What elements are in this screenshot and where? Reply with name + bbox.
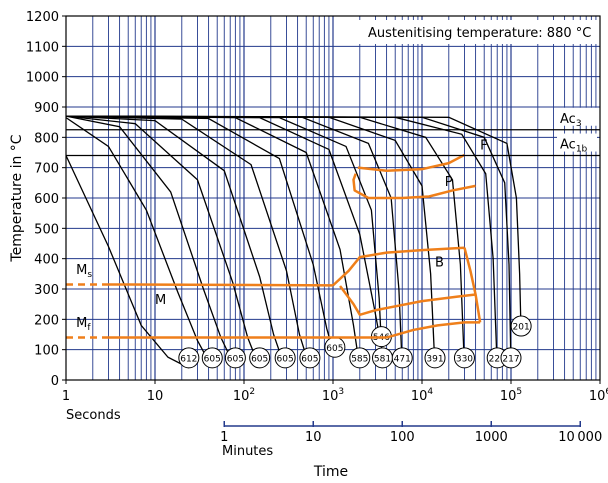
chart-labels: Ac3 Ac1b F P B M Ms Mf (66, 107, 600, 333)
hardness-circle (201, 347, 223, 369)
lower-bainite (386, 321, 481, 339)
cooling-curve (65, 115, 466, 368)
y-axis-label: Temperature in °C (9, 134, 25, 262)
x-tick-label: 1 (62, 389, 70, 404)
cooling-curve (65, 155, 190, 369)
x-axis-label: Time (313, 464, 348, 480)
cooling-curve (65, 115, 236, 369)
y-tick-label: 500 (34, 222, 59, 237)
ms-line (108, 283, 334, 287)
cooling-curve (65, 115, 361, 368)
cooling-curve (65, 115, 512, 368)
phase-label: B (435, 255, 444, 270)
phase-label: M (155, 293, 166, 308)
phase-label: F (480, 138, 487, 153)
hardness-value: 585 (351, 354, 368, 364)
x-tick-label: 103 (322, 387, 344, 404)
y-tick-label: 0 (51, 374, 59, 389)
y-tick-label: 400 (34, 253, 59, 268)
cooling-curve (65, 115, 311, 369)
transformation-lines (66, 153, 482, 339)
minutes-tick-label: 1000 (475, 430, 508, 445)
hardness-circle (249, 347, 271, 369)
minutes-tick-label: 1 (220, 430, 228, 445)
hardness-circle (510, 315, 532, 337)
x-unit-label-minutes: Minutes (222, 444, 273, 459)
x-tick-label: 10 (147, 389, 164, 404)
hardness-value: 605 (301, 354, 318, 364)
hardness-value: 391 (426, 354, 443, 364)
hardness-circle (500, 347, 522, 369)
y-tick-label: 1100 (26, 40, 59, 55)
reference-label-bg (557, 133, 597, 152)
grid (66, 16, 600, 380)
x-tick-label: 105 (500, 387, 522, 404)
y-tick-label: 900 (34, 101, 59, 116)
hardness-value: 201 (513, 323, 530, 333)
x-tick-label: 102 (233, 387, 255, 404)
hardness-value: 605 (227, 354, 244, 364)
y-tick-label: 700 (34, 162, 59, 177)
hardness-circle (274, 347, 296, 369)
hardness-circle (424, 347, 446, 369)
cooling-curve (65, 115, 286, 369)
minutes-tick-label: 10 000 (558, 430, 602, 445)
ferrite-start (357, 153, 466, 172)
bainite-end (339, 285, 476, 317)
hardness-circle (453, 347, 475, 369)
hardness-value: 227 (489, 354, 506, 364)
cooling-curve (65, 115, 498, 368)
bainite-right-boundary (463, 247, 482, 323)
x-unit-label-seconds: Seconds (66, 408, 121, 423)
x-tick-label: 106 (589, 387, 608, 404)
hardness-circle (299, 347, 321, 369)
hardness-value: 605 (326, 344, 343, 354)
hardness-value: 605 (204, 354, 221, 364)
hardness-value: 605 (251, 354, 268, 364)
minutes-tick-label: 10 (305, 430, 322, 445)
cooling-curve (65, 115, 261, 369)
hardness-value: 471 (394, 354, 411, 364)
phase-label: Mf (76, 316, 91, 333)
y-tick-label: 1200 (26, 10, 59, 25)
cooling-curve (65, 117, 213, 369)
y-tick-label: 200 (34, 313, 59, 328)
y-tick-label: 100 (34, 344, 59, 359)
reference-label-bg (557, 107, 597, 126)
x-tick-label: 104 (411, 387, 434, 404)
hardness-value: 612 (180, 354, 197, 364)
y-tick-label: 1000 (26, 71, 59, 86)
hardness-circle (224, 347, 246, 369)
hardness-circle (178, 347, 200, 369)
hardness-value: 581 (374, 354, 391, 364)
cooling-curve (65, 115, 336, 358)
y-tick-label: 300 (34, 283, 59, 298)
hardness-circle (391, 347, 413, 369)
minutes-tick-label: 100 (390, 430, 415, 445)
cooling-curve (65, 115, 522, 337)
hardness-value: 217 (502, 354, 519, 364)
y-tick-label: 600 (34, 192, 59, 207)
hardness-value: 605 (277, 354, 294, 364)
annotation-text: Austenitising temperature: 880 °C (368, 26, 591, 41)
y-tick-label: 800 (34, 131, 59, 146)
pearlite-start (352, 173, 476, 200)
cooling-curves: 6126056056056056056055855465814713913302… (65, 115, 532, 369)
hardness-value: 330 (456, 354, 473, 364)
phase-label: P (445, 175, 453, 190)
axis-ticks: 0100200300400500600700800900100011001200… (26, 10, 608, 445)
bainite-start (332, 246, 465, 287)
reference-label: Ac1b (560, 138, 588, 155)
annotation-box: Austenitising temperature: 880 °C (358, 20, 598, 44)
phase-label: Ms (76, 263, 92, 280)
hardness-circle (349, 347, 371, 369)
reference-label: Ac3 (560, 112, 582, 129)
annotation-background (358, 20, 598, 44)
